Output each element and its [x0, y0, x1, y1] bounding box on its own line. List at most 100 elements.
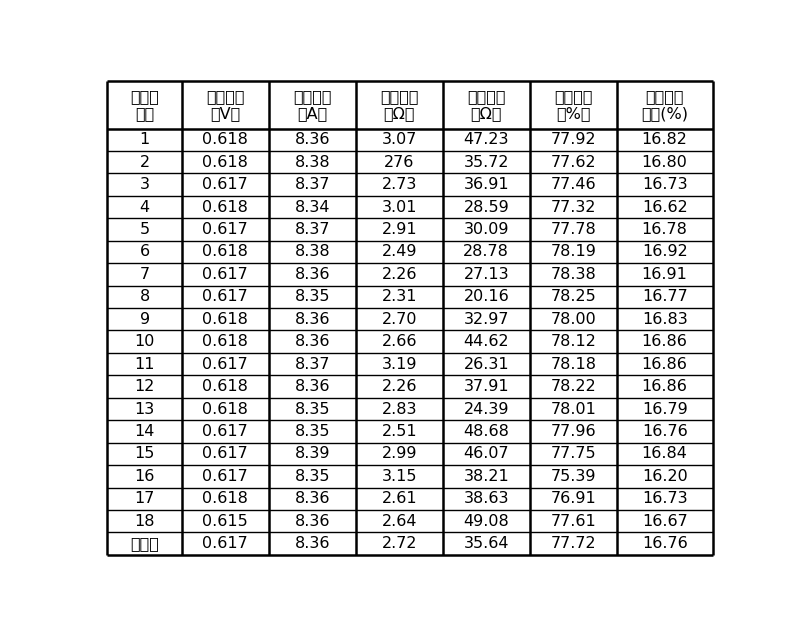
Text: 8.36: 8.36 — [294, 132, 330, 147]
Text: 光电转换
效率(%): 光电转换 效率(%) — [641, 89, 688, 121]
Text: 15: 15 — [134, 447, 155, 461]
Text: 2.49: 2.49 — [382, 244, 417, 260]
Text: 49.08: 49.08 — [463, 513, 509, 529]
Text: 35.72: 35.72 — [463, 155, 509, 169]
Text: 3: 3 — [140, 177, 150, 192]
Text: 8.36: 8.36 — [294, 312, 330, 327]
Text: 短路电流
（A）: 短路电流 （A） — [293, 89, 331, 121]
Text: 37.91: 37.91 — [463, 379, 509, 394]
Text: 16.73: 16.73 — [642, 491, 687, 507]
Text: 16.82: 16.82 — [642, 132, 687, 147]
Text: 78.22: 78.22 — [550, 379, 596, 394]
Text: 并联电阻
（Ω）: 并联电阻 （Ω） — [467, 89, 506, 121]
Text: 48.68: 48.68 — [463, 424, 510, 439]
Text: 16.79: 16.79 — [642, 401, 687, 416]
Text: 2.66: 2.66 — [382, 334, 417, 349]
Text: 8.38: 8.38 — [294, 244, 330, 260]
Text: 17: 17 — [134, 491, 155, 507]
Text: 16.76: 16.76 — [642, 424, 687, 439]
Text: 28.78: 28.78 — [463, 244, 510, 260]
Text: 2.64: 2.64 — [382, 513, 417, 529]
Text: 16.78: 16.78 — [642, 222, 687, 237]
Text: 0.617: 0.617 — [202, 469, 248, 484]
Text: 0.617: 0.617 — [202, 222, 248, 237]
Text: 75.39: 75.39 — [550, 469, 596, 484]
Text: 78.00: 78.00 — [550, 312, 596, 327]
Text: 8.36: 8.36 — [294, 379, 330, 394]
Text: 7: 7 — [139, 267, 150, 282]
Text: 8.35: 8.35 — [294, 289, 330, 304]
Text: 8.36: 8.36 — [294, 267, 330, 282]
Text: 38.21: 38.21 — [463, 469, 509, 484]
Text: 32.97: 32.97 — [463, 312, 509, 327]
Text: 0.618: 0.618 — [202, 401, 248, 416]
Text: 2.70: 2.70 — [382, 312, 417, 327]
Text: 16.83: 16.83 — [642, 312, 687, 327]
Text: 8.37: 8.37 — [294, 177, 330, 192]
Text: 77.75: 77.75 — [550, 447, 596, 461]
Text: 76.91: 76.91 — [550, 491, 596, 507]
Text: 8.39: 8.39 — [294, 447, 330, 461]
Text: 78.01: 78.01 — [550, 401, 596, 416]
Text: 2.26: 2.26 — [382, 267, 417, 282]
Text: 8.35: 8.35 — [294, 401, 330, 416]
Text: 9: 9 — [139, 312, 150, 327]
Text: 2.26: 2.26 — [382, 379, 417, 394]
Text: 77.96: 77.96 — [550, 424, 596, 439]
Text: 47.23: 47.23 — [463, 132, 509, 147]
Text: 0.617: 0.617 — [202, 536, 248, 551]
Text: 0.617: 0.617 — [202, 424, 248, 439]
Text: 13: 13 — [134, 401, 154, 416]
Text: 0.618: 0.618 — [202, 379, 248, 394]
Text: 16.62: 16.62 — [642, 200, 687, 215]
Text: 12: 12 — [134, 379, 155, 394]
Text: 77.78: 77.78 — [550, 222, 596, 237]
Text: 0.618: 0.618 — [202, 244, 248, 260]
Text: 8.35: 8.35 — [294, 469, 330, 484]
Text: 2.61: 2.61 — [382, 491, 417, 507]
Text: 8.35: 8.35 — [294, 424, 330, 439]
Text: 2.51: 2.51 — [382, 424, 417, 439]
Text: 24.39: 24.39 — [463, 401, 509, 416]
Text: 平均值: 平均值 — [130, 536, 159, 551]
Text: 5: 5 — [139, 222, 150, 237]
Text: 0.618: 0.618 — [202, 132, 248, 147]
Text: 0.617: 0.617 — [202, 177, 248, 192]
Text: 16.20: 16.20 — [642, 469, 687, 484]
Text: 16.76: 16.76 — [642, 536, 687, 551]
Text: 77.32: 77.32 — [550, 200, 596, 215]
Text: 77.72: 77.72 — [550, 536, 596, 551]
Text: 77.62: 77.62 — [550, 155, 596, 169]
Text: 16.92: 16.92 — [642, 244, 687, 260]
Text: 2.83: 2.83 — [382, 401, 417, 416]
Text: 16.67: 16.67 — [642, 513, 687, 529]
Text: 2.73: 2.73 — [382, 177, 417, 192]
Text: 28.59: 28.59 — [463, 200, 509, 215]
Text: 1: 1 — [139, 132, 150, 147]
Text: 8.37: 8.37 — [294, 357, 330, 372]
Text: 实施例
编号: 实施例 编号 — [130, 89, 159, 121]
Text: 串联电阻
（Ω）: 串联电阻 （Ω） — [380, 89, 418, 121]
Text: 78.38: 78.38 — [550, 267, 596, 282]
Text: 开路电压
（V）: 开路电压 （V） — [206, 89, 245, 121]
Text: 16.84: 16.84 — [642, 447, 687, 461]
Text: 8.34: 8.34 — [294, 200, 330, 215]
Text: 3.15: 3.15 — [382, 469, 417, 484]
Text: 16: 16 — [134, 469, 155, 484]
Text: 0.618: 0.618 — [202, 155, 248, 169]
Text: 36.91: 36.91 — [463, 177, 509, 192]
Text: 0.617: 0.617 — [202, 289, 248, 304]
Text: 35.64: 35.64 — [463, 536, 509, 551]
Text: 8.37: 8.37 — [294, 222, 330, 237]
Text: 16.86: 16.86 — [642, 357, 687, 372]
Text: 8.36: 8.36 — [294, 491, 330, 507]
Text: 30.09: 30.09 — [463, 222, 509, 237]
Text: 77.46: 77.46 — [550, 177, 596, 192]
Text: 46.07: 46.07 — [463, 447, 509, 461]
Text: 8.36: 8.36 — [294, 334, 330, 349]
Text: 16.80: 16.80 — [642, 155, 687, 169]
Text: 78.25: 78.25 — [550, 289, 596, 304]
Text: 0.618: 0.618 — [202, 312, 248, 327]
Text: 2.31: 2.31 — [382, 289, 417, 304]
Text: 78.19: 78.19 — [550, 244, 596, 260]
